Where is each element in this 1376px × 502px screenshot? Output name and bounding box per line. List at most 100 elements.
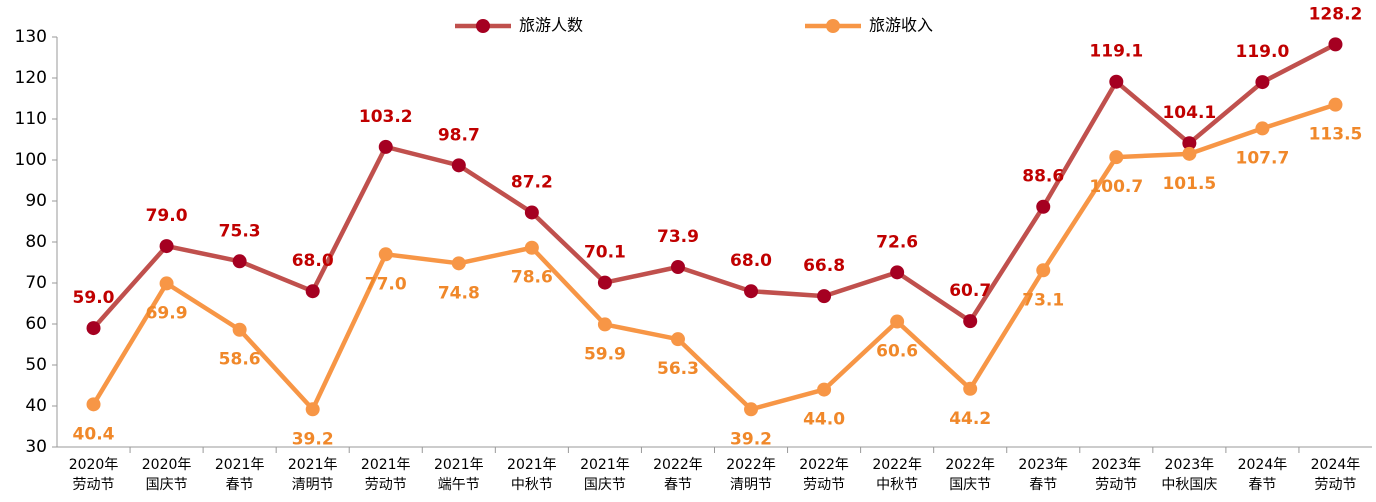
data-label: 98.7 (438, 125, 480, 145)
point (1036, 199, 1051, 214)
point (890, 314, 905, 329)
point (159, 239, 174, 254)
x-tick-label: 国庆节 (949, 477, 991, 493)
x-tick-label: 劳动节 (803, 477, 845, 493)
x-tick-label: 2021年 (580, 457, 630, 473)
point (1182, 136, 1197, 151)
data-label: 113.5 (1309, 125, 1363, 145)
y-tick-label: 80 (25, 232, 47, 252)
x-tick-label: 2020年 (69, 457, 119, 473)
y-tick-label: 120 (15, 68, 47, 88)
data-label: 56.3 (657, 359, 699, 379)
data-label: 74.8 (438, 283, 480, 303)
x-tick-label: 劳动节 (365, 477, 407, 493)
data-label: 79.0 (146, 206, 188, 226)
point (890, 265, 905, 280)
data-label: 128.2 (1309, 4, 1363, 24)
data-label: 73.9 (657, 227, 699, 247)
data-label: 58.6 (219, 350, 261, 370)
point (305, 284, 320, 299)
x-tick-label: 2023年 (1018, 457, 1068, 473)
x-tick-label: 2022年 (653, 457, 703, 473)
x-tick-label: 劳动节 (73, 477, 115, 493)
point (86, 321, 101, 336)
point (744, 402, 759, 417)
y-tick-label: 50 (25, 355, 47, 375)
point (86, 397, 101, 412)
x-tick-label: 清明节 (292, 477, 334, 493)
data-label: 75.3 (219, 221, 261, 241)
point (744, 284, 759, 299)
data-label: 104.1 (1162, 103, 1216, 123)
point (597, 275, 612, 290)
point (1328, 97, 1343, 112)
x-tick-label: 春节 (664, 477, 692, 493)
data-label: 107.7 (1236, 148, 1290, 168)
data-label: 87.2 (511, 172, 553, 192)
point (1255, 121, 1270, 136)
y-tick-label: 60 (25, 314, 47, 334)
data-label: 119.1 (1089, 42, 1143, 62)
data-label: 103.2 (359, 107, 413, 127)
x-tick-label: 2023年 (1165, 457, 1215, 473)
data-label: 44.0 (803, 410, 845, 430)
data-label: 39.2 (730, 429, 772, 449)
x-tick-label: 2021年 (288, 457, 338, 473)
x-tick-label: 中秋节 (511, 477, 553, 493)
data-label: 59.0 (73, 288, 115, 308)
x-tick-label: 国庆节 (584, 477, 626, 493)
point (963, 381, 978, 396)
data-label: 72.6 (876, 232, 918, 252)
point (524, 240, 539, 255)
legend-label: 旅游人数 (519, 16, 583, 35)
x-tick-label: 2021年 (507, 457, 557, 473)
data-label: 44.2 (949, 409, 991, 429)
data-label: 119.0 (1236, 42, 1290, 62)
x-tick-label: 春节 (1029, 477, 1057, 493)
point (1255, 75, 1270, 90)
point (451, 256, 466, 271)
data-label: 68.0 (292, 251, 334, 271)
point (1109, 74, 1124, 89)
data-label: 59.9 (584, 344, 626, 364)
series-line (91, 102, 1337, 412)
data-label: 70.1 (584, 243, 626, 263)
x-tick-label: 国庆节 (146, 477, 188, 493)
data-label: 40.4 (73, 424, 115, 444)
point (963, 314, 978, 329)
x-tick-label: 春节 (226, 477, 254, 493)
point (1036, 263, 1051, 278)
data-label: 68.0 (730, 251, 772, 271)
data-label: 78.6 (511, 268, 553, 288)
x-tick-label: 2024年 (1238, 457, 1288, 473)
x-tick-label: 2022年 (872, 457, 922, 473)
point (159, 276, 174, 291)
x-tick-label: 端午节 (438, 477, 480, 493)
data-label: 39.2 (292, 429, 334, 449)
series-line (91, 42, 1337, 330)
point (1109, 150, 1124, 165)
y-tick-label: 70 (25, 273, 47, 293)
y-tick-label: 130 (15, 27, 47, 47)
x-tick-label: 2024年 (1311, 457, 1361, 473)
point (1328, 37, 1343, 52)
x-tick-label: 2021年 (434, 457, 484, 473)
x-tick-label: 清明节 (730, 477, 772, 493)
point (670, 260, 685, 275)
point (817, 289, 832, 304)
point (524, 205, 539, 220)
point (1182, 146, 1197, 161)
point (378, 247, 393, 262)
data-label: 69.9 (146, 303, 188, 323)
legend-marker (826, 19, 840, 33)
data-label: 60.7 (949, 281, 991, 301)
data-label: 77.0 (365, 274, 407, 294)
legend-label: 旅游收入 (869, 16, 933, 35)
point (305, 402, 320, 417)
point (597, 317, 612, 332)
point (232, 322, 247, 337)
legend-marker (476, 19, 490, 33)
data-label: 101.5 (1162, 174, 1216, 194)
point (670, 332, 685, 347)
